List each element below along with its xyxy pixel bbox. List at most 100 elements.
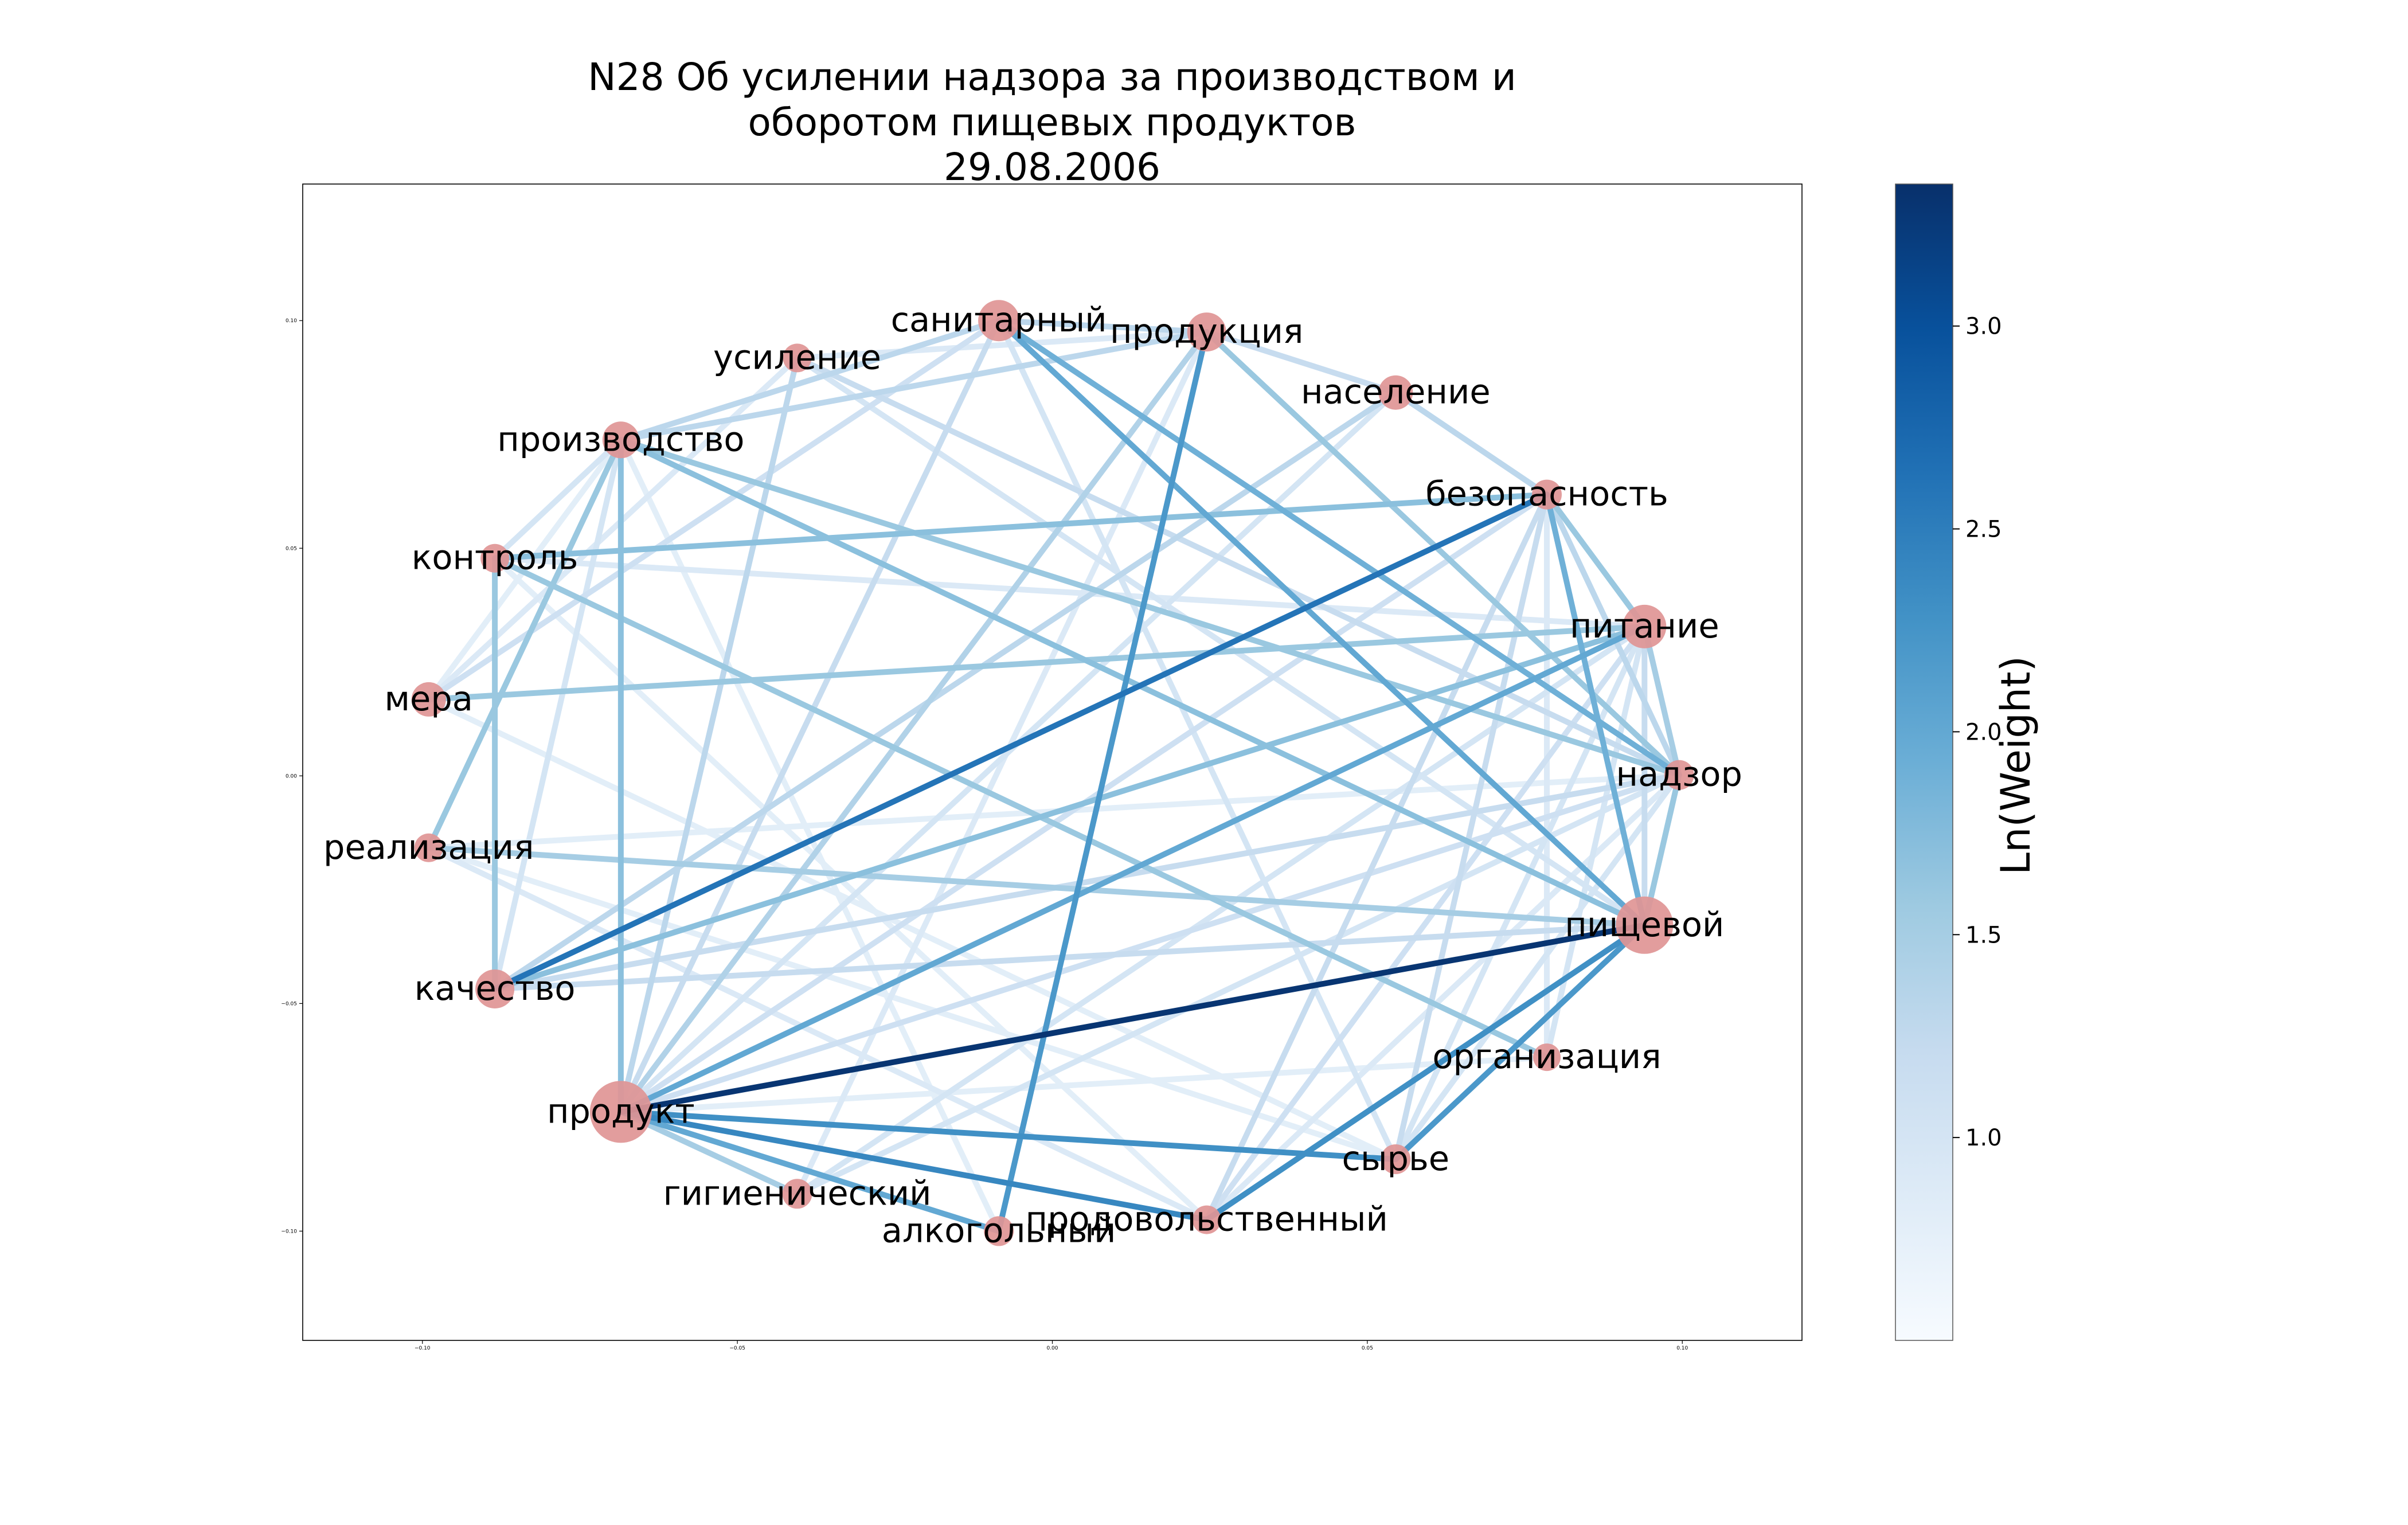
edge-пищевой-продовольственный [1203,922,1648,1223]
colorbar-ticks: 1.0 1.5 2.0 2.5 3.0 [1953,314,2002,1151]
edge-качество-безопасность [492,491,1550,992]
edge-усиление-пищевой [794,355,1648,928]
edge-население-качество [492,389,1399,992]
edge-контроль-питание [492,555,1648,629]
node-label-пищевой: пищевой [1565,905,1724,944]
edge-продовольственный-надзор [1203,772,1682,1223]
edge-гигиенический-продукция [794,329,1210,1197]
colorbar: 1.0 1.5 2.0 2.5 3.0 Ln(Weight) [1895,183,2039,1341]
edge-мера-питание [425,623,1648,702]
edge-контроль-производство [492,437,624,561]
edge-реализация-сырье [425,844,1399,1162]
colorbar-tick-label: 2.0 [1965,719,2002,745]
node-label-сырье: сырье [1342,1139,1450,1178]
node-label-безопасность: безопасность [1425,474,1668,514]
axis-ticks: −0.10 −0.05 0.00 0.05 0.10 0.10 0.05 0.00 −0.05 −… [281,318,1688,1351]
edge-усиление-продукция [794,329,1210,361]
edge-безопасность-продовольственный [1203,491,1550,1223]
title-line-1: N28 Об усилении надзора за производством… [588,55,1516,99]
node-усиление [783,343,812,373]
edge-санитарный-пищевой [996,318,1648,928]
node-label-контроль: контроль [412,538,578,577]
x-tick-label: −0.05 [729,1346,745,1351]
colorbar-tick-label: 1.0 [1965,1125,2002,1151]
edge-мера-усиление [425,355,800,702]
edge-санитарный-продукция [996,318,1210,335]
edge-продовольственный-контроль [492,555,1210,1223]
edge-продукт-питание [617,623,1648,1115]
node-label-население: население [1301,372,1491,412]
edge-безопасность-сырье [1393,491,1550,1162]
network-nodes [411,300,1694,1246]
node-label-производство: производство [497,419,744,459]
colorbar-tick-label: 3.0 [1965,314,2002,340]
edge-продукт-алкогольный [617,1109,1002,1234]
edge-организация-питание [1544,623,1648,1061]
node-безопасность [1532,479,1562,510]
edge-продукция-продукт [617,329,1210,1115]
y-tick-label: 0.05 [286,546,297,552]
edge-население-безопасность [1393,389,1550,498]
node-качество [475,969,515,1008]
edge-санитарный-надзор [996,318,1682,778]
edge-продукт-гигиенический [617,1109,800,1197]
node-label-гигиенический: гигиенический [663,1173,932,1213]
edge-контроль-безопасность [492,491,1550,561]
edge-реализация-продовольственный [425,844,1210,1223]
figure-title: N28 Об усилении надзора за производством… [588,55,1516,189]
edge-продукт-сырье [617,1109,1399,1162]
edge-продукция-алкогольный [996,329,1210,1234]
node-производство [602,421,639,459]
title-line-3: 29.08.2006 [944,145,1160,189]
edge-санитарный-продукт [617,318,1002,1115]
node-контроль [480,543,510,573]
node-питание [1623,604,1667,648]
edge-надзор-продукт [617,772,1682,1115]
node-продовольственный [1192,1205,1221,1234]
x-tick-label: −0.10 [415,1346,431,1351]
node-пищевой [1616,896,1674,954]
node-сырье [1381,1144,1411,1174]
node-организация [1533,1043,1561,1072]
node-labels: санитарный продукция население безопасность… [323,300,1742,1250]
node-продукция [1187,312,1226,352]
colorbar-label: Ln(Weight) [1992,656,2039,875]
edge-продукция-население [1203,329,1399,396]
x-tick-label: 0.10 [1676,1346,1688,1351]
node-санитарный [978,300,1020,342]
y-tick-label: 0.00 [286,773,297,779]
node-надзор [1664,760,1694,790]
node-мера [411,682,446,717]
x-tick-label: 0.00 [1046,1346,1058,1351]
edge-качество-производство [492,437,624,992]
node-продукт [589,1081,652,1143]
edge-надзор-гигиенический [794,772,1682,1197]
colorbar-gradient [1895,183,1953,1341]
edge-производство-пищевой [617,437,1648,928]
node-label-реализация: реализация [323,827,534,867]
edge-продукт-продовольственный [617,1109,1210,1223]
edge-продукция-надзор [1203,329,1682,778]
y-tick-label: 0.10 [286,318,297,324]
node-label-организация: организация [1432,1037,1661,1076]
edge-безопасность-пищевой [1544,491,1648,928]
node-label-алкогольный: алкогольный [882,1210,1116,1250]
edge-питание-качество [492,623,1648,992]
edge-сырье-мера [425,696,1399,1162]
network-edges [425,318,1682,1234]
node-label-продукт: продукт [547,1091,695,1131]
node-гигиенический [782,1179,812,1209]
edge-пищевой-сырье [1393,922,1648,1162]
edge-санитарный-мера [425,318,1002,702]
node-население [1378,375,1413,410]
node-label-продукция: продукция [1110,311,1303,351]
edge-санитарный-сырье [996,318,1399,1162]
edge-санитарный-производство [617,318,1002,443]
edge-надзор-производство [617,437,1682,778]
colorbar-tick-label: 2.5 [1965,517,2002,543]
node-label-питание: питание [1570,606,1719,646]
title-line-2: оборотом пищевых продуктов [748,100,1357,144]
edge-продукция-производство [617,329,1210,443]
node-label-усиление: усиление [713,337,881,377]
